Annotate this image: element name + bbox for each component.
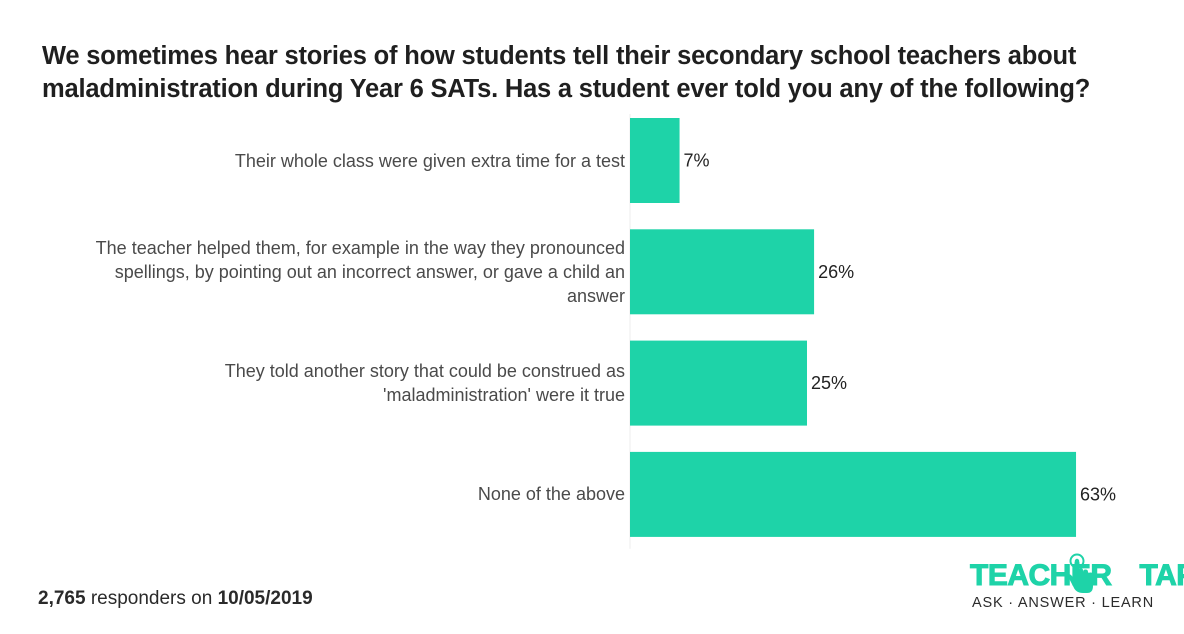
category-label: The teacher helped them, for example in … xyxy=(25,236,625,308)
responder-count: 2,765 xyxy=(38,588,86,609)
data-label: 63% xyxy=(1080,484,1116,504)
tapping-hand-icon xyxy=(1067,553,1093,593)
category-label-line: They told another story that could be co… xyxy=(224,361,625,382)
category-label-line: spellings, by pointing out an incorrect … xyxy=(114,261,625,282)
teacher-tapp-logo: TEACHERTAPP ASK · ANSWER · LEARN xyxy=(970,553,1184,615)
bar xyxy=(630,118,680,203)
responders-text: responders on xyxy=(85,588,218,609)
data-label: 25% xyxy=(811,373,847,393)
category-label-line: The teacher helped them, for example in … xyxy=(95,237,625,258)
category-label-line: Their whole class were given extra time … xyxy=(234,150,625,171)
responders-footer: 2,765 responders on 10/05/2019 xyxy=(38,588,313,610)
data-label: 26% xyxy=(818,262,854,282)
logo-word-tapp: TAPP xyxy=(1139,559,1184,593)
chart-title-line: maladministration during Year 6 SATs. Ha… xyxy=(42,75,1091,103)
bar xyxy=(630,340,807,426)
category-label: They told another story that could be co… xyxy=(25,359,625,407)
category-label-line: answer xyxy=(566,285,625,306)
category-label-line: None of the above xyxy=(477,484,625,505)
chart-title: We sometimes hear stories of how student… xyxy=(42,40,1162,106)
survey-date: 10/05/2019 xyxy=(217,588,313,609)
chart-title-line: We sometimes hear stories of how student… xyxy=(42,42,1077,70)
category-label: Their whole class were given extra time … xyxy=(25,149,625,173)
bar xyxy=(630,229,815,315)
data-label: 7% xyxy=(684,151,710,171)
category-label: None of the above xyxy=(25,482,625,506)
category-label-line: 'maladministration' were it true xyxy=(383,385,625,406)
bar xyxy=(630,451,1077,537)
logo-tagline: ASK · ANSWER · LEARN xyxy=(972,595,1154,611)
